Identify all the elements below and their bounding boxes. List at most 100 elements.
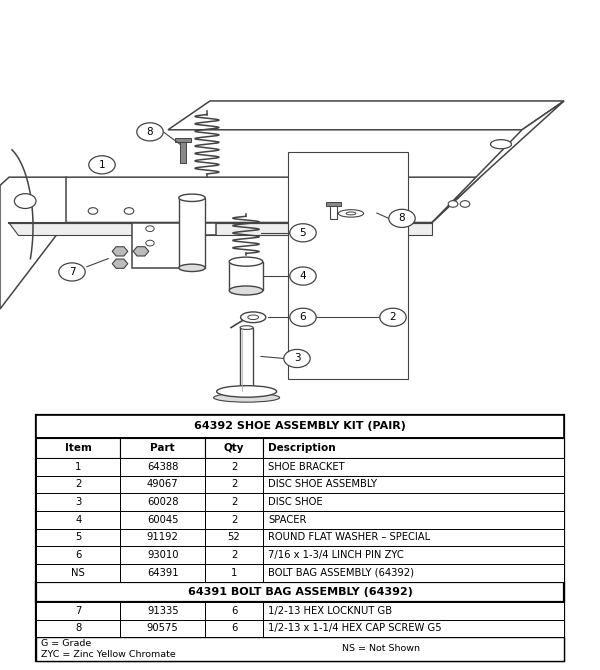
Text: Part: Part	[151, 443, 175, 453]
Text: 1: 1	[231, 567, 237, 578]
Bar	[179, 198, 205, 268]
Bar	[36, 620, 121, 637]
Bar	[121, 511, 205, 529]
Text: 1: 1	[75, 462, 82, 472]
Bar	[326, 202, 341, 206]
Polygon shape	[9, 222, 432, 235]
Text: 6: 6	[299, 312, 307, 322]
Text: 2: 2	[231, 479, 237, 489]
Text: 2: 2	[231, 550, 237, 560]
Bar	[36, 602, 121, 620]
Bar	[121, 564, 205, 582]
Bar	[263, 620, 564, 637]
Text: DISC SHOE: DISC SHOE	[268, 497, 323, 507]
Text: 2: 2	[75, 479, 82, 489]
Bar	[263, 493, 564, 511]
Bar	[36, 458, 121, 476]
Circle shape	[284, 350, 310, 368]
Text: 4: 4	[75, 515, 82, 525]
Bar	[240, 328, 253, 391]
Text: 7: 7	[68, 267, 76, 277]
Bar	[263, 458, 564, 476]
Bar	[205, 438, 263, 458]
Bar	[263, 476, 564, 493]
Ellipse shape	[491, 139, 511, 149]
Bar	[229, 262, 263, 291]
Bar	[36, 415, 564, 438]
Bar	[288, 153, 408, 379]
Bar	[205, 458, 263, 476]
Bar	[36, 438, 121, 458]
Circle shape	[290, 224, 316, 242]
Bar	[205, 511, 263, 529]
Polygon shape	[0, 177, 66, 309]
Text: G = Grade: G = Grade	[41, 639, 92, 649]
Ellipse shape	[179, 194, 205, 202]
Text: 2: 2	[231, 497, 237, 507]
Bar	[36, 637, 564, 661]
Polygon shape	[132, 222, 216, 268]
Bar	[205, 529, 263, 546]
Text: 49067: 49067	[147, 479, 179, 489]
Circle shape	[460, 201, 470, 207]
Text: 8: 8	[146, 127, 154, 137]
Bar	[121, 493, 205, 511]
Text: 64388: 64388	[147, 462, 178, 472]
Text: 7: 7	[75, 606, 82, 616]
Text: 8: 8	[398, 213, 406, 223]
Text: Item: Item	[65, 443, 92, 453]
Text: 60028: 60028	[147, 497, 178, 507]
Text: ZYC = Zinc Yellow Chromate: ZYC = Zinc Yellow Chromate	[41, 650, 176, 659]
Bar	[263, 511, 564, 529]
Circle shape	[89, 155, 115, 174]
Circle shape	[290, 308, 316, 326]
Bar	[36, 476, 121, 493]
Ellipse shape	[346, 212, 356, 215]
Text: 2: 2	[231, 515, 237, 525]
Bar	[121, 438, 205, 458]
Polygon shape	[9, 177, 480, 222]
Circle shape	[146, 241, 154, 246]
Bar	[205, 620, 263, 637]
Bar	[263, 438, 564, 458]
Text: 60045: 60045	[147, 515, 178, 525]
Circle shape	[290, 267, 316, 285]
Bar	[175, 138, 191, 142]
Text: 91192: 91192	[147, 533, 179, 543]
Text: 3: 3	[293, 354, 301, 364]
Bar	[36, 511, 121, 529]
Text: 2: 2	[231, 462, 237, 472]
Ellipse shape	[338, 210, 364, 217]
Bar	[263, 564, 564, 582]
Text: Qty: Qty	[224, 443, 244, 453]
Circle shape	[14, 194, 36, 208]
Text: 1: 1	[98, 160, 106, 170]
Circle shape	[124, 208, 134, 214]
Bar	[330, 204, 337, 219]
Text: 6: 6	[231, 606, 237, 616]
Ellipse shape	[179, 264, 205, 271]
Text: 64392 SHOE ASSEMBLY KIT (PAIR): 64392 SHOE ASSEMBLY KIT (PAIR)	[194, 421, 406, 431]
Bar	[36, 529, 121, 546]
Text: 2: 2	[389, 312, 397, 322]
Bar	[121, 476, 205, 493]
Bar	[121, 529, 205, 546]
Bar	[121, 546, 205, 564]
Bar	[263, 529, 564, 546]
Text: 52: 52	[227, 533, 241, 543]
Bar	[205, 476, 263, 493]
Text: ROUND FLAT WASHER – SPECIAL: ROUND FLAT WASHER – SPECIAL	[268, 533, 430, 543]
Ellipse shape	[229, 286, 263, 295]
Text: 6: 6	[231, 623, 237, 633]
Text: 90575: 90575	[147, 623, 179, 633]
Ellipse shape	[214, 393, 280, 402]
Circle shape	[448, 201, 458, 207]
Bar	[121, 458, 205, 476]
Bar	[205, 564, 263, 582]
Text: 93010: 93010	[147, 550, 178, 560]
Text: Description: Description	[268, 443, 336, 453]
Circle shape	[380, 308, 406, 326]
Bar	[205, 493, 263, 511]
Bar	[36, 582, 564, 602]
Text: 8: 8	[75, 623, 82, 633]
